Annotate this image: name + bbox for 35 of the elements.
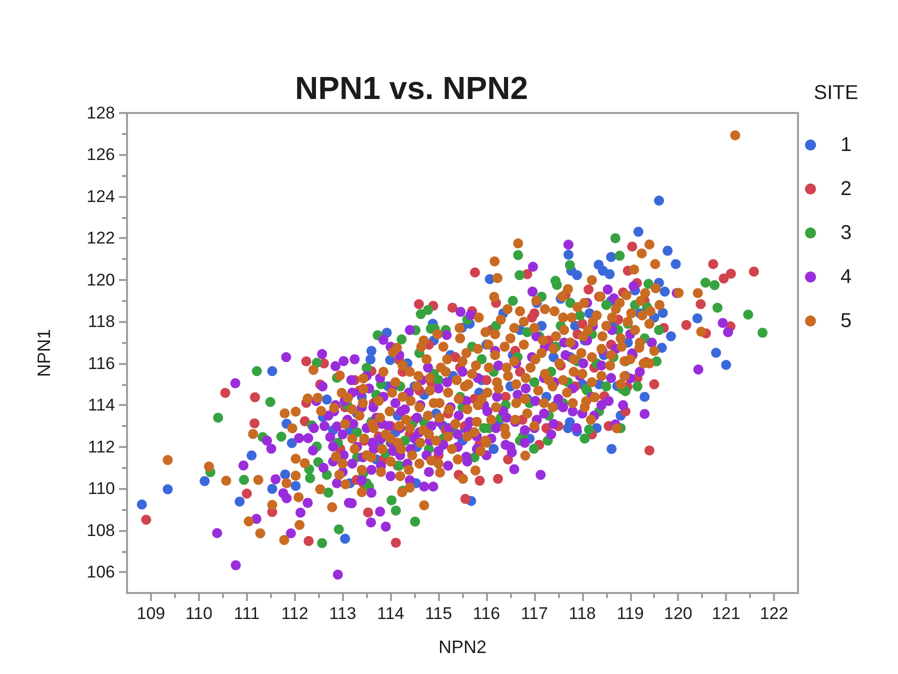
legend-label: 1 xyxy=(840,134,852,156)
x-axis-title: NPN2 xyxy=(438,637,487,657)
y-tick-label: 118 xyxy=(88,312,115,332)
x-tick-label: 120 xyxy=(664,604,692,623)
legend-title: SITE xyxy=(814,82,858,104)
x-tick-label: 112 xyxy=(281,604,308,623)
x-tick-label: 111 xyxy=(234,604,260,623)
y-tick-label: 120 xyxy=(86,270,115,290)
x-tick-label: 122 xyxy=(760,604,788,623)
x-tick-label: 110 xyxy=(185,604,212,623)
x-tick-label: 117 xyxy=(520,604,548,623)
y-tick-label: 126 xyxy=(86,145,115,164)
x-tick-label: 118 xyxy=(568,604,596,623)
x-tick-label: 113 xyxy=(329,604,356,623)
x-tick-label: 114 xyxy=(377,604,404,623)
y-tick-label: 112 xyxy=(88,437,115,456)
x-tick-label: 116 xyxy=(472,604,500,623)
legend-label: 3 xyxy=(840,222,852,244)
y-tick-label: 128 xyxy=(86,104,115,122)
y-tick-label: 124 xyxy=(86,186,115,206)
x-tick-label: 119 xyxy=(616,604,644,623)
y-axis-title: NPN1 xyxy=(34,328,54,378)
y-tick-label: 122 xyxy=(86,228,115,248)
x-tick-label: 115 xyxy=(424,604,452,623)
y-tick-label: 108 xyxy=(86,520,115,540)
x-tick-label: 121 xyxy=(712,604,740,623)
y-tick-label: 106 xyxy=(86,562,115,582)
y-tick-label: 110 xyxy=(88,479,115,498)
x-tick-label: 109 xyxy=(136,604,166,623)
legend-label: 2 xyxy=(840,178,852,200)
chart-title: NPN1 vs. NPN2 xyxy=(295,70,528,106)
legend-label: 4 xyxy=(840,266,852,288)
legend-label: 5 xyxy=(840,310,852,332)
y-tick-label: 114 xyxy=(88,396,115,415)
y-tick-label: 116 xyxy=(88,354,115,373)
